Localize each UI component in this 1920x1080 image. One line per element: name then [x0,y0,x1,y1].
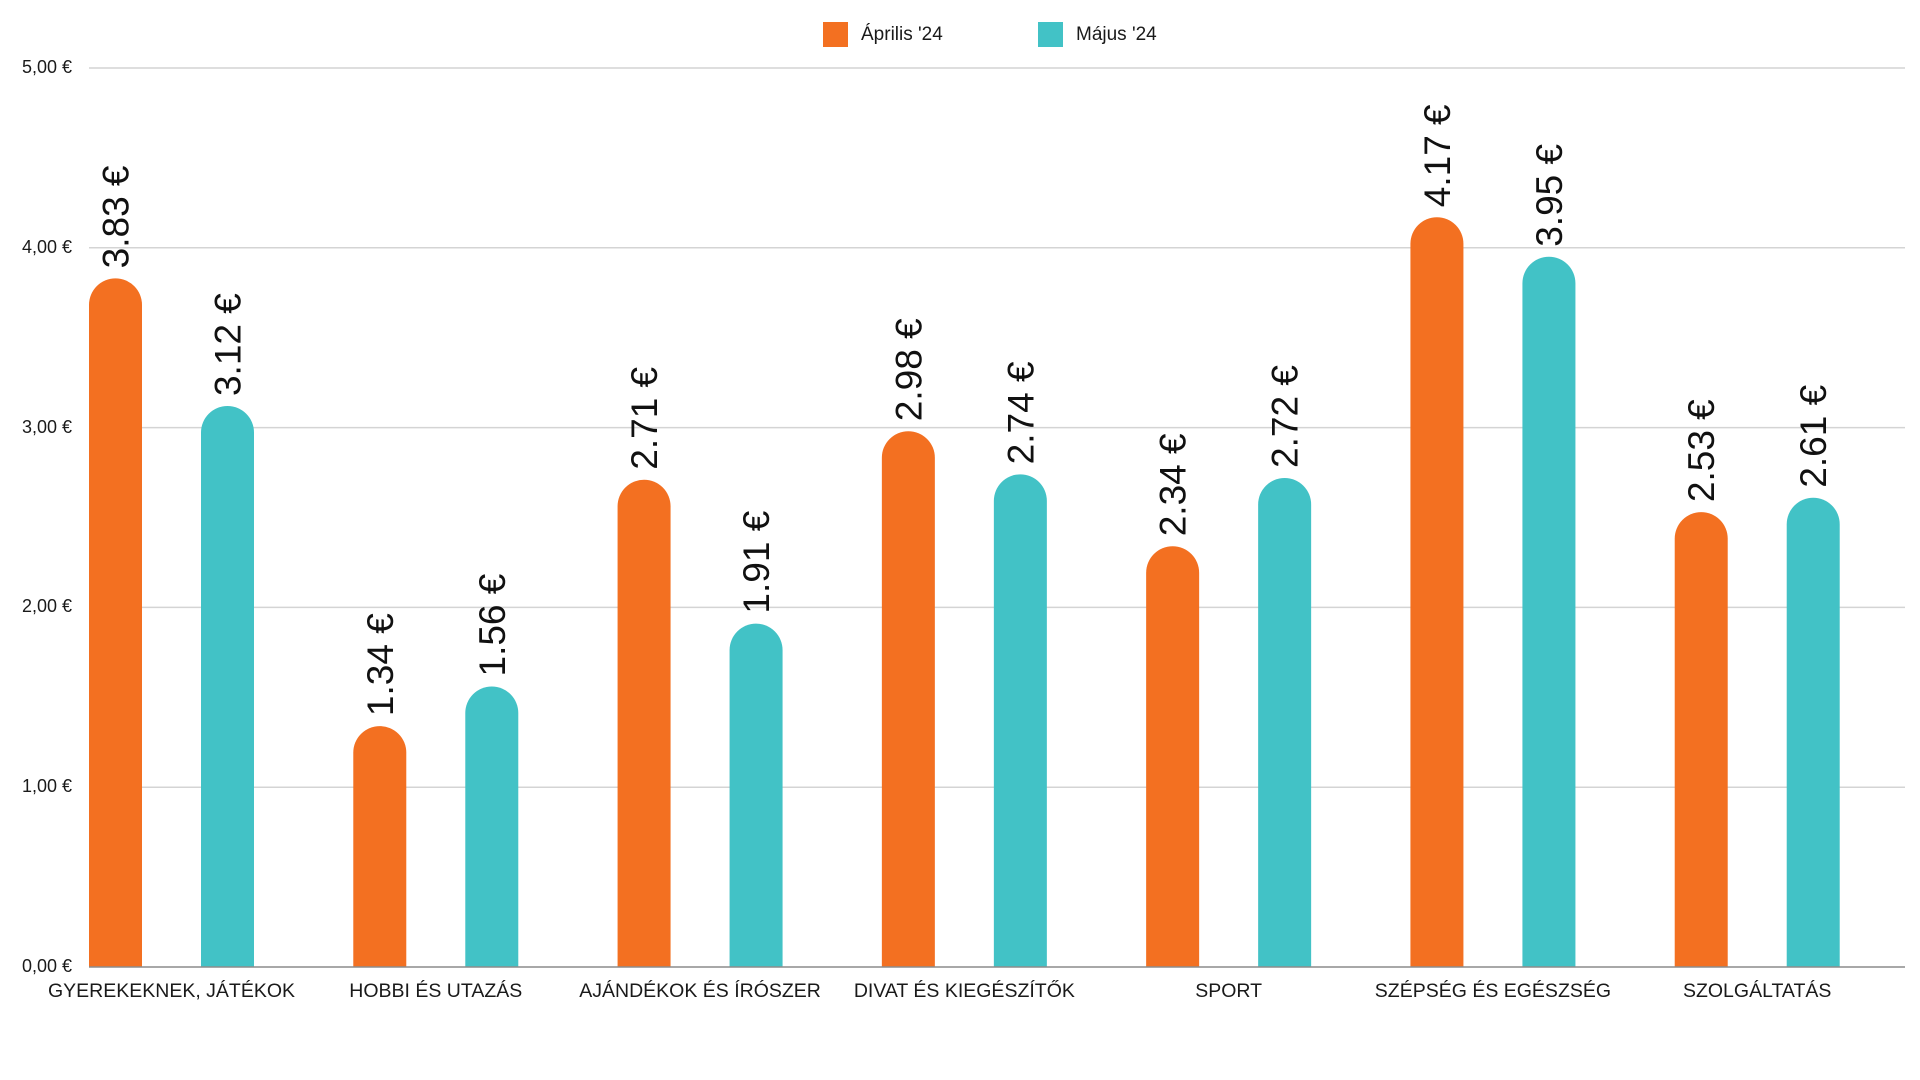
data-labels: 3.83 € 1.34 € 2.71 € 2.98 € 2.34 € 4.17 € 2.53… [96,104,1835,716]
legend-swatch-majus [1038,22,1063,47]
x-tick-label: HOBBI ÉS UTAZÁS [349,980,523,1002]
legend-label-majus: Május '24 [1076,23,1157,45]
data-label: 2.71 € [624,366,665,469]
legend-item-aprilis[interactable]: Április '24 [823,22,943,47]
x-tick-label: SZOLGÁLTATÁS [1682,980,1832,1002]
bar[interactable] [1674,512,1728,967]
bar[interactable] [617,479,671,967]
data-label: 2.72 € [1265,365,1306,468]
data-label: 4.17 € [1417,104,1458,207]
bar[interactable] [1522,256,1576,967]
data-label: 2.74 € [1000,361,1041,464]
data-label: 2.34 € [1153,433,1194,536]
x-tick-label: GYEREKEKNEK, JÁTÉKOK [47,980,296,1002]
bar[interactable] [1146,546,1200,967]
x-tick-label: SZÉPSÉG ÉS EGÉSZSÉG [1374,980,1612,1002]
y-tick-label: 5,00 € [21,57,72,77]
y-tick-label: 0,00 € [21,956,72,976]
y-tick-label: 4,00 € [21,236,72,257]
data-label: 3.95 € [1529,143,1570,246]
data-label: 2.53 € [1681,399,1722,502]
bar[interactable] [353,726,407,967]
legend-swatch-aprilis [823,22,848,47]
bar[interactable] [993,474,1047,967]
legend-item-majus[interactable]: Május '24 [1038,22,1157,47]
x-tick-label: DIVAT ÉS KIEGÉSZÍTŐK [853,980,1075,1002]
y-tick-label: 2,00 € [21,596,72,617]
data-label: 1.91 € [736,510,777,613]
bar[interactable] [881,431,935,967]
y-tick-label: 3,00 € [21,416,72,437]
x-tick-label: AJÁNDÉKOK ÉS ÍRÓSZER [579,980,821,1002]
bar[interactable] [201,406,254,967]
data-label: 3.12 € [208,293,249,396]
bar[interactable] [465,686,519,967]
data-label: 1.56 € [472,573,513,676]
bar[interactable] [1410,217,1464,967]
data-label: 2.61 € [1793,384,1834,487]
bar[interactable] [1258,477,1312,967]
bar[interactable] [729,623,783,967]
bar[interactable] [1786,497,1840,967]
y-tick-label: 1,00 € [21,776,72,797]
legend-label-aprilis: Április '24 [861,23,943,45]
data-label: 1.34 € [360,613,401,716]
bar[interactable] [89,278,142,968]
x-tick-label: SPORT [1195,980,1263,1002]
legend: Április '24 Május '24 [0,22,1920,48]
bars [89,217,1840,968]
data-label: 3.83 € [96,165,137,268]
data-label: 2.98 € [888,318,929,421]
